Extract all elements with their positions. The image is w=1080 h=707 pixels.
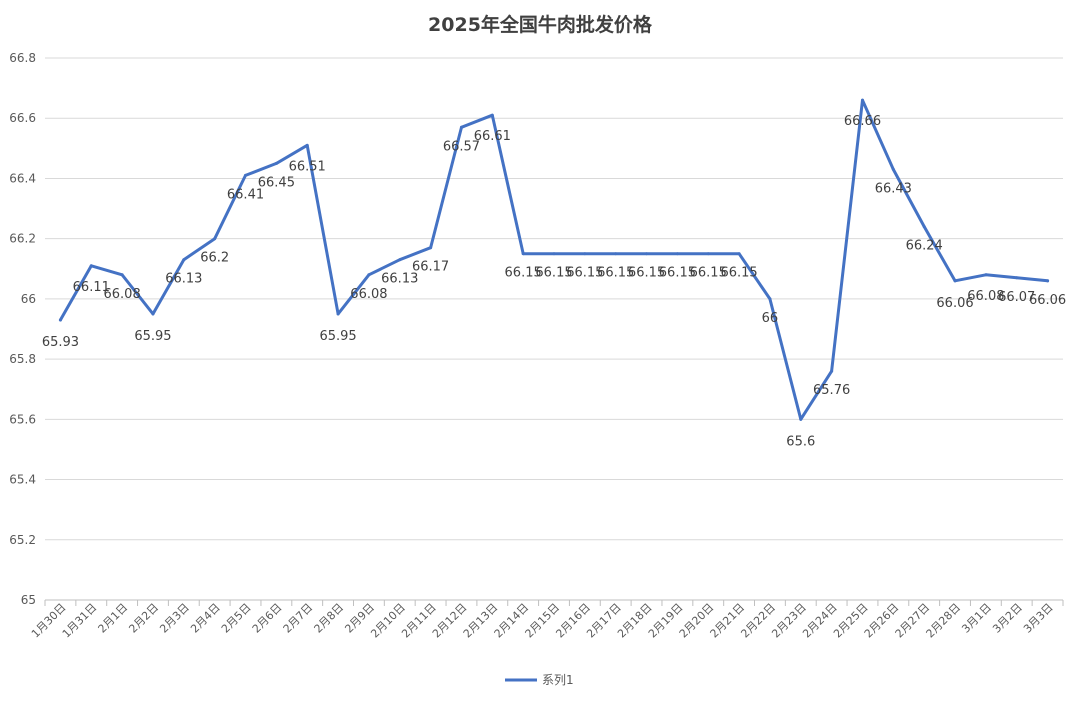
data-label: 65.95 — [134, 329, 171, 344]
data-point — [1046, 279, 1050, 283]
y-tick-label: 66.2 — [9, 232, 36, 246]
data-point — [953, 279, 957, 283]
data-label: 66.61 — [474, 129, 511, 144]
series-group — [58, 98, 1050, 421]
data-point — [645, 252, 649, 256]
data-label: 66.11 — [73, 280, 110, 295]
data-label: 66.13 — [165, 272, 202, 287]
data-label: 65.95 — [319, 329, 356, 344]
data-label: 65.93 — [42, 335, 79, 350]
y-tick-label: 65 — [21, 593, 36, 607]
data-label: 66.15 — [720, 266, 757, 281]
data-label: 66.57 — [443, 139, 480, 154]
data-label: 65.76 — [813, 383, 850, 398]
data-label: 66.45 — [258, 175, 295, 190]
data-point — [706, 252, 710, 256]
data-point — [768, 297, 772, 301]
y-axis: 65 65.2 65.4 65.6 65.8 66 66.2 66.4 66.6 66.8 — [9, 51, 36, 607]
data-point — [737, 252, 741, 256]
legend[interactable]: 系列1 — [505, 673, 574, 687]
data-label: 66.06 — [936, 296, 973, 311]
data-label: 66.08 — [967, 289, 1004, 304]
y-tick-label: 65.2 — [9, 533, 36, 547]
data-point — [459, 125, 463, 129]
data-point — [891, 167, 895, 171]
data-point — [151, 312, 155, 316]
data-point — [830, 369, 834, 373]
data-point — [429, 246, 433, 250]
data-point — [182, 258, 186, 262]
data-point — [336, 312, 340, 316]
data-label: 66.15 — [628, 266, 665, 281]
data-label: 66.13 — [381, 272, 418, 287]
legend-label-series-1: 系列1 — [542, 673, 574, 687]
data-point — [490, 113, 494, 117]
data-label: 66.15 — [566, 266, 603, 281]
data-point — [58, 318, 62, 322]
data-label: 66.43 — [875, 181, 912, 196]
chart-title: 2025年全国牛肉批发价格 — [428, 13, 653, 36]
data-label: 66.08 — [104, 287, 141, 302]
data-label: 66.15 — [505, 266, 542, 281]
y-tick-label: 66.4 — [9, 171, 36, 185]
data-label: 66 — [762, 311, 779, 326]
data-label: 66.15 — [535, 266, 572, 281]
data-labels: 65.9366.1166.0865.9566.1366.266.4166.456… — [42, 114, 1066, 449]
data-label: 66.15 — [690, 266, 727, 281]
data-label: 66.41 — [227, 187, 264, 202]
y-tick-label: 66.6 — [9, 111, 36, 125]
y-tick-label: 65.4 — [9, 473, 36, 487]
data-point — [213, 237, 217, 241]
data-point — [583, 252, 587, 256]
data-label: 66.08 — [350, 287, 387, 302]
data-point — [984, 273, 988, 277]
data-point — [89, 264, 93, 268]
data-point — [614, 252, 618, 256]
data-point — [1015, 276, 1019, 280]
data-label: 66.07 — [998, 290, 1035, 305]
data-point — [120, 273, 124, 277]
y-tick-label: 65.8 — [9, 352, 36, 366]
data-point — [244, 173, 248, 177]
data-label: 66.15 — [597, 266, 634, 281]
data-point — [274, 161, 278, 165]
y-tick-label: 65.6 — [9, 412, 36, 426]
data-label: 66.06 — [1029, 293, 1066, 308]
data-label: 66.2 — [200, 251, 229, 266]
data-label: 65.6 — [786, 434, 815, 449]
data-point — [799, 417, 803, 421]
data-point — [367, 273, 371, 277]
data-point — [398, 258, 402, 262]
data-label: 66.24 — [906, 239, 943, 254]
data-point — [860, 98, 864, 102]
data-point — [922, 225, 926, 229]
data-point — [552, 252, 556, 256]
data-label: 66.17 — [412, 260, 449, 275]
data-label: 66.66 — [844, 114, 881, 129]
data-label: 66.51 — [289, 159, 326, 174]
data-point — [675, 252, 679, 256]
data-point — [521, 252, 525, 256]
data-label: 66.15 — [659, 266, 696, 281]
data-point — [305, 143, 309, 147]
y-tick-label: 66 — [21, 292, 36, 306]
y-tick-label: 66.8 — [9, 51, 36, 65]
